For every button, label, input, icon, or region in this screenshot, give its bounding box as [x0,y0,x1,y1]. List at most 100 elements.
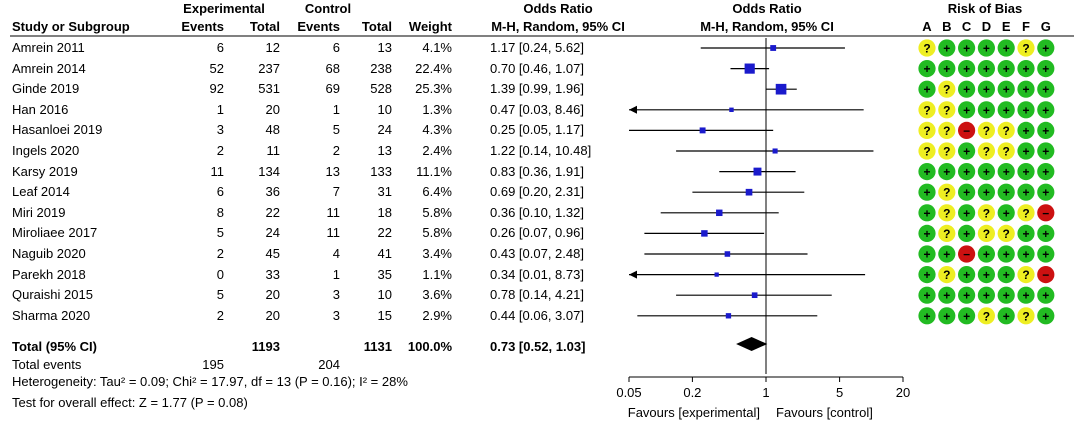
rob-circle [977,80,996,98]
total-weight: 100.0% [407,339,452,354]
or-ci-cell: 0.34 [0.01, 8.73] [490,266,584,282]
events-ctrl-cell: 11 [326,225,341,241]
events-ctrl-cell: 1 [332,266,340,282]
study-name: Amrein 2011 [12,40,85,55]
rob-symbol: + [1042,309,1049,323]
x-tick-label: 20 [896,385,910,400]
rob-symbol: ? [983,227,990,241]
rob-circle [977,224,996,242]
effect-square [699,127,706,134]
rob-circle [1017,163,1035,181]
weight-cell: 11.1% [416,163,452,179]
rob-circle [1037,121,1055,139]
rob-symbol: + [983,103,990,117]
rob-symbol: + [1042,186,1049,200]
effect-square [714,272,719,277]
study-name: Quraishi 2015 [12,287,93,303]
rob-symbol: + [1022,62,1029,76]
rob-circle [997,204,1015,222]
rob-symbol: + [923,206,930,220]
rob-symbol: + [1003,268,1010,282]
effect-square [725,313,732,319]
total-ctrl-cell: 15 [377,307,392,323]
events-exp-cell: 2 [216,246,224,261]
rob-symbol: ? [943,83,950,97]
x-tick-label: 0.05 [616,385,641,400]
effect-square [770,45,777,51]
rob-circle [958,80,976,98]
rob-symbol: ? [983,124,990,138]
rob-circle [918,183,936,201]
rob-circle [1037,163,1055,181]
rob-circle [997,60,1015,78]
events-ctrl-cell: 1 [332,101,340,117]
rob-symbol: + [943,289,950,303]
rob-symbol: + [923,289,930,303]
total-exp-cell: 134 [258,163,280,179]
rob-symbol: − [963,248,970,262]
rob-symbol: + [1022,186,1029,200]
rob-circle [958,60,976,78]
rob-domain-letter: G [1040,19,1051,34]
rob-symbol: ? [983,309,990,323]
total-exp-cell: 20 [265,307,280,323]
rob-circle [958,286,976,304]
rob-symbol: ? [923,42,930,56]
rob-circle [958,266,976,284]
rob-title: Risk of Bias [947,1,1023,16]
total-exp-cell: 45 [265,246,280,261]
rob-circle [918,266,936,284]
overall-effect-text: Test for overall effect: Z = 1.77 (P = 0… [12,395,248,410]
rob-circle [918,121,936,139]
weight-cell: 4.3% [422,122,452,138]
rob-symbol: ? [1003,227,1010,241]
rob-circle [1017,101,1035,119]
rob-symbol: + [1022,145,1029,159]
rob-symbol: ? [1022,268,1029,282]
rob-symbol: + [1022,165,1029,179]
rob-symbol: + [943,165,950,179]
rob-symbol: + [1022,103,1029,117]
effect-square [724,251,731,257]
rob-circle [938,307,956,325]
rob-symbol: + [963,268,970,282]
rob-symbol: ? [943,124,950,138]
x-tick-label: 5 [836,385,843,400]
total-ctrl-cell: 22 [377,225,392,241]
rob-symbol: ? [943,145,950,159]
total-ctrl-cell: 13 [377,40,392,55]
total-ctrl-cell: 133 [370,163,392,179]
rob-circle [958,245,976,263]
rob-symbol: + [963,62,970,76]
total-events-label: Total events [12,357,82,372]
rob-symbol: + [923,83,930,97]
rob-symbol: + [1003,42,1010,56]
or-ci-cell: 0.70 [0.46, 1.07] [490,60,584,76]
rob-symbol: + [1042,62,1049,76]
rob-circle [1017,286,1035,304]
events-ctrl-cell: 69 [325,81,340,97]
rob-circle [1017,224,1035,242]
rob-circle [1037,60,1055,78]
rob-symbol: ? [1022,42,1029,56]
rob-circle [938,121,956,139]
rob-circle [918,307,936,325]
study-name: Ingels 2020 [12,143,80,158]
rob-circle [958,183,976,201]
rob-circle [938,183,956,201]
rob-symbol: + [923,268,930,282]
events-ctrl-cell: 3 [332,307,340,323]
total-exp-cell: 48 [265,122,280,138]
rob-circle [1017,204,1035,222]
rob-circle [977,245,996,263]
or-ci-cell: 1.17 [0.24, 5.62] [490,40,584,55]
total-exp-cell: 237 [258,60,280,76]
rob-circle [918,39,936,57]
rob-symbol: + [963,42,970,56]
effect-square [751,292,758,299]
rob-domain-letter: E [1001,19,1011,34]
rob-circle [918,101,936,119]
rob-circle [977,121,996,139]
total-ctrl-cell: 528 [370,81,392,97]
x-tick-label: 0.2 [683,385,701,400]
